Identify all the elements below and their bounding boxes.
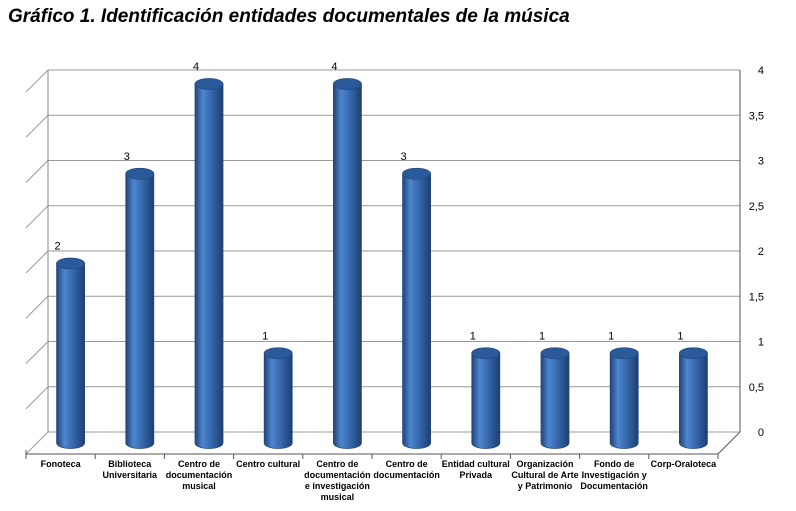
bar-top [540,347,570,360]
bar [679,347,708,449]
bar-body [679,352,708,449]
gridline-side [25,160,49,183]
x-tick-label: Entidad cultural Privada [441,459,510,480]
gridline-side [25,431,49,455]
data-label: 2 [55,241,61,253]
bar [540,347,570,449]
bar-body [471,352,501,449]
data-label: 4 [331,61,337,73]
data-labels: 2 3 4 1 4 3 1 1 1 1 [55,61,684,342]
x-tick-label: Corp-Oraloteca [650,459,717,469]
bar [402,167,432,449]
y-tick-label: 0 [758,427,764,439]
bar [263,347,293,449]
x-tick-label: Centro de documentación [373,459,440,480]
x-tick-label: Biblioteca Universitaria [102,459,158,480]
bar-body [194,83,224,449]
bar [194,78,224,449]
gridline-side [25,250,49,274]
bars [56,78,708,449]
y-tick-label: 3 [758,156,764,168]
y-tick-label: 2 [758,246,764,258]
bar-top [56,257,85,270]
bar-top [125,167,155,180]
bar-top [609,347,639,360]
data-label: 1 [262,330,268,342]
data-label: 1 [539,330,545,342]
data-label: 1 [470,330,476,342]
bar-body [263,352,293,449]
y-tick-label: 3,5 [749,110,764,122]
y-tick-label: 4 [758,65,764,77]
x-tick-label: Organización Cultural de Arte y Patrimon… [511,459,579,491]
bar-body [333,83,362,449]
x-tick-label: Centro de documentación e investigación … [304,459,371,502]
data-label: 3 [124,151,130,163]
x-tick-label: Centro cultural [236,459,301,469]
data-label: 3 [401,151,407,163]
bar-top [263,347,293,360]
y-tick-label: 0,5 [749,382,764,394]
gridline-side [25,205,49,229]
bar [471,347,501,449]
bar-body [540,352,570,449]
gridline-side [25,69,49,93]
x-tick-label: Fonoteca [40,459,81,469]
bar-top [194,78,224,90]
bar-top [402,167,432,180]
bar-body [125,173,155,449]
data-label: 1 [608,330,614,342]
chart-title: Gráfico 1. Identificación entidades docu… [8,6,570,27]
x-tick-label: Fondo de Investigación y Documentación [580,459,648,491]
bar-top [471,347,501,360]
y-tick-labels: 0 0,5 1 1,5 2 2,5 3 3,5 4 [749,65,764,439]
bar-top [332,78,362,90]
gridline-side [25,114,49,138]
bar [56,257,85,449]
data-label: 4 [193,61,199,73]
bar [609,347,639,449]
bar [125,167,155,449]
axes [25,70,741,459]
bar-body [56,263,85,449]
gridline-side [25,386,49,410]
y-tick-label: 2,5 [749,201,764,213]
data-label: 1 [677,330,683,342]
bar [332,78,362,449]
gridline-side [25,341,49,364]
bar-top [679,347,708,360]
x-tick-label: Centro de documentación musical [165,459,233,491]
bar-body [609,352,639,449]
floor-edge [717,431,741,455]
gridline-side [25,295,49,319]
bar-body [402,173,431,449]
y-tick-label: 1 [758,337,764,349]
y-tick-label: 1,5 [749,291,764,303]
